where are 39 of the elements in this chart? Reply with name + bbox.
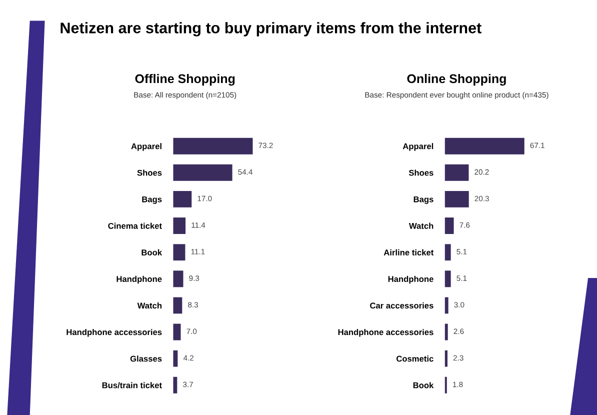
bar (173, 218, 186, 234)
bar (444, 270, 451, 288)
bar (173, 270, 184, 288)
y-tick-label: Handphone (388, 276, 434, 284)
y-tick-label: Handphone (116, 276, 162, 284)
bar (173, 164, 232, 181)
y-tick-label: Cosmetic (396, 356, 434, 362)
y-tick-label: Airline ticket (384, 249, 434, 256)
y-tick-label: Apparel (402, 143, 434, 151)
bar (173, 190, 192, 208)
bar (173, 297, 182, 314)
y-tick-label: Apparel (131, 143, 162, 151)
y-tick-label: Watch (137, 302, 162, 309)
y-tick-label: Handphone accessories (66, 328, 162, 337)
y-tick-label: Shoes (137, 170, 162, 176)
y-tick-label: Book (142, 249, 162, 256)
bar (444, 350, 448, 367)
bar (444, 244, 451, 261)
chart-title: Online Shopping (407, 74, 506, 86)
y-tick-label: Cinema ticket (108, 222, 162, 229)
chart-title: Offline Shopping (135, 74, 235, 86)
bar (444, 164, 469, 181)
y-tick-label: Book (413, 382, 434, 388)
y-tick-label: Glasses (130, 356, 162, 362)
bar (444, 190, 469, 208)
y-tick-label: Car accessories (370, 302, 434, 309)
bar (444, 218, 454, 234)
y-tick-label: Shoes (408, 170, 434, 176)
bar (444, 297, 448, 314)
y-tick-label: Bags (414, 196, 434, 204)
y-tick-label: Bags (142, 196, 162, 204)
bar (444, 324, 448, 340)
y-tick-label: Watch (408, 222, 434, 229)
y-tick-label: Bus/train ticket (102, 382, 162, 388)
bar (173, 138, 253, 154)
y-tick-label: Handphone accessories (338, 328, 434, 337)
bar (173, 244, 186, 261)
text: Netizen are starting to buy primary items from the internet (60, 22, 482, 36)
bar (444, 138, 524, 154)
